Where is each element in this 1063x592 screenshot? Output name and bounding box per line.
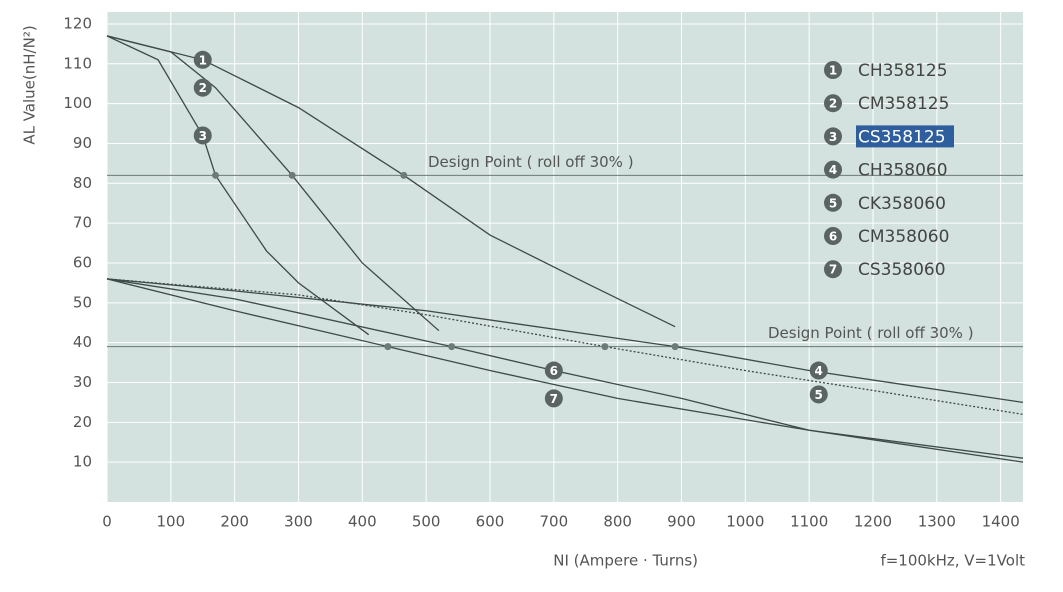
y-tick-label: 50 bbox=[73, 293, 92, 311]
y-tick-label: 100 bbox=[63, 94, 92, 112]
badge-number: 7 bbox=[550, 392, 558, 406]
series-line bbox=[106, 278, 1024, 415]
design-point bbox=[448, 343, 456, 351]
badge-number: 1 bbox=[829, 64, 837, 78]
y-tick-label: 20 bbox=[73, 413, 92, 431]
x-tick-label: 600 bbox=[476, 513, 505, 531]
y-tick-label: 10 bbox=[73, 453, 92, 471]
series-line bbox=[106, 35, 440, 332]
series-line bbox=[106, 278, 1024, 404]
badge bbox=[544, 361, 563, 380]
badge bbox=[824, 61, 842, 79]
reference-label: Design Point ( roll off 30% ) bbox=[428, 153, 634, 171]
badge-number: 6 bbox=[550, 364, 558, 378]
x-tick-label: 300 bbox=[284, 513, 313, 531]
badge-number: 5 bbox=[829, 196, 837, 210]
y-tick-label: 70 bbox=[73, 214, 92, 232]
legend-label: CS358060 bbox=[858, 260, 946, 280]
x-axis-label: NI (Ampere · Turns) bbox=[553, 552, 698, 570]
y-tick-label: 110 bbox=[63, 54, 92, 72]
x-tick-label: 1200 bbox=[854, 513, 892, 531]
design-point bbox=[288, 171, 296, 179]
x-tick-label: 1000 bbox=[726, 513, 764, 531]
badge bbox=[824, 193, 842, 212]
badge bbox=[824, 227, 842, 245]
badge-number: 6 bbox=[829, 230, 837, 244]
badge bbox=[809, 361, 828, 380]
design-point bbox=[601, 343, 609, 351]
x-tick-label: 1300 bbox=[918, 513, 956, 531]
design-point bbox=[212, 171, 220, 179]
y-tick-label: 120 bbox=[63, 14, 92, 32]
design-point bbox=[400, 171, 408, 179]
design-point bbox=[384, 343, 392, 351]
legend-label: CH358125 bbox=[858, 61, 948, 81]
badge bbox=[824, 260, 842, 279]
badge bbox=[824, 127, 842, 146]
legend-label: CM358125 bbox=[858, 94, 949, 114]
badge-number: 2 bbox=[829, 97, 837, 111]
badge-number: 5 bbox=[815, 388, 823, 402]
plot-area bbox=[107, 12, 1023, 502]
x-tick-label: 700 bbox=[540, 513, 569, 531]
badge bbox=[544, 389, 563, 408]
x-tick-label: 500 bbox=[412, 513, 441, 531]
y-tick-label: 60 bbox=[73, 253, 92, 271]
reference-label: Design Point ( roll off 30% ) bbox=[768, 324, 974, 342]
badge-number: 4 bbox=[829, 163, 837, 177]
note: f=100kHz, V=1Volt bbox=[880, 552, 1025, 570]
x-tick-label: 800 bbox=[603, 513, 632, 531]
badge bbox=[193, 50, 212, 69]
legend-label: CK358060 bbox=[858, 194, 946, 214]
badge-number: 2 bbox=[199, 81, 207, 95]
badge bbox=[193, 126, 212, 145]
badge bbox=[809, 385, 828, 404]
badge bbox=[824, 94, 842, 113]
legend-label: CM358060 bbox=[858, 227, 949, 247]
badge bbox=[824, 160, 842, 179]
y-tick-label: 30 bbox=[73, 373, 92, 391]
x-tick-label: 200 bbox=[220, 513, 249, 531]
legend-label: CS358125 bbox=[858, 127, 946, 147]
badge-number: 1 bbox=[199, 53, 207, 67]
series-line bbox=[106, 278, 1024, 463]
legend-label: CH358060 bbox=[858, 161, 948, 181]
y-tick-label: 80 bbox=[73, 174, 92, 192]
badge-number: 7 bbox=[829, 263, 837, 277]
badge-number: 3 bbox=[829, 130, 837, 144]
x-tick-label: 100 bbox=[157, 513, 186, 531]
badge-number: 3 bbox=[199, 129, 207, 143]
y-tick-label: 90 bbox=[73, 134, 92, 152]
badge bbox=[193, 78, 212, 97]
badge-number: 4 bbox=[815, 364, 823, 378]
x-tick-label: 1100 bbox=[790, 513, 828, 531]
x-tick-label: 0 bbox=[102, 513, 112, 531]
x-tick-label: 900 bbox=[667, 513, 696, 531]
legend-highlight bbox=[856, 125, 954, 148]
x-tick-label: 400 bbox=[348, 513, 377, 531]
y-tick-label: 40 bbox=[73, 333, 92, 351]
design-point bbox=[671, 343, 679, 351]
y-axis-label: AL Value(nH/N²) bbox=[21, 25, 39, 144]
x-tick-label: 1400 bbox=[982, 513, 1020, 531]
